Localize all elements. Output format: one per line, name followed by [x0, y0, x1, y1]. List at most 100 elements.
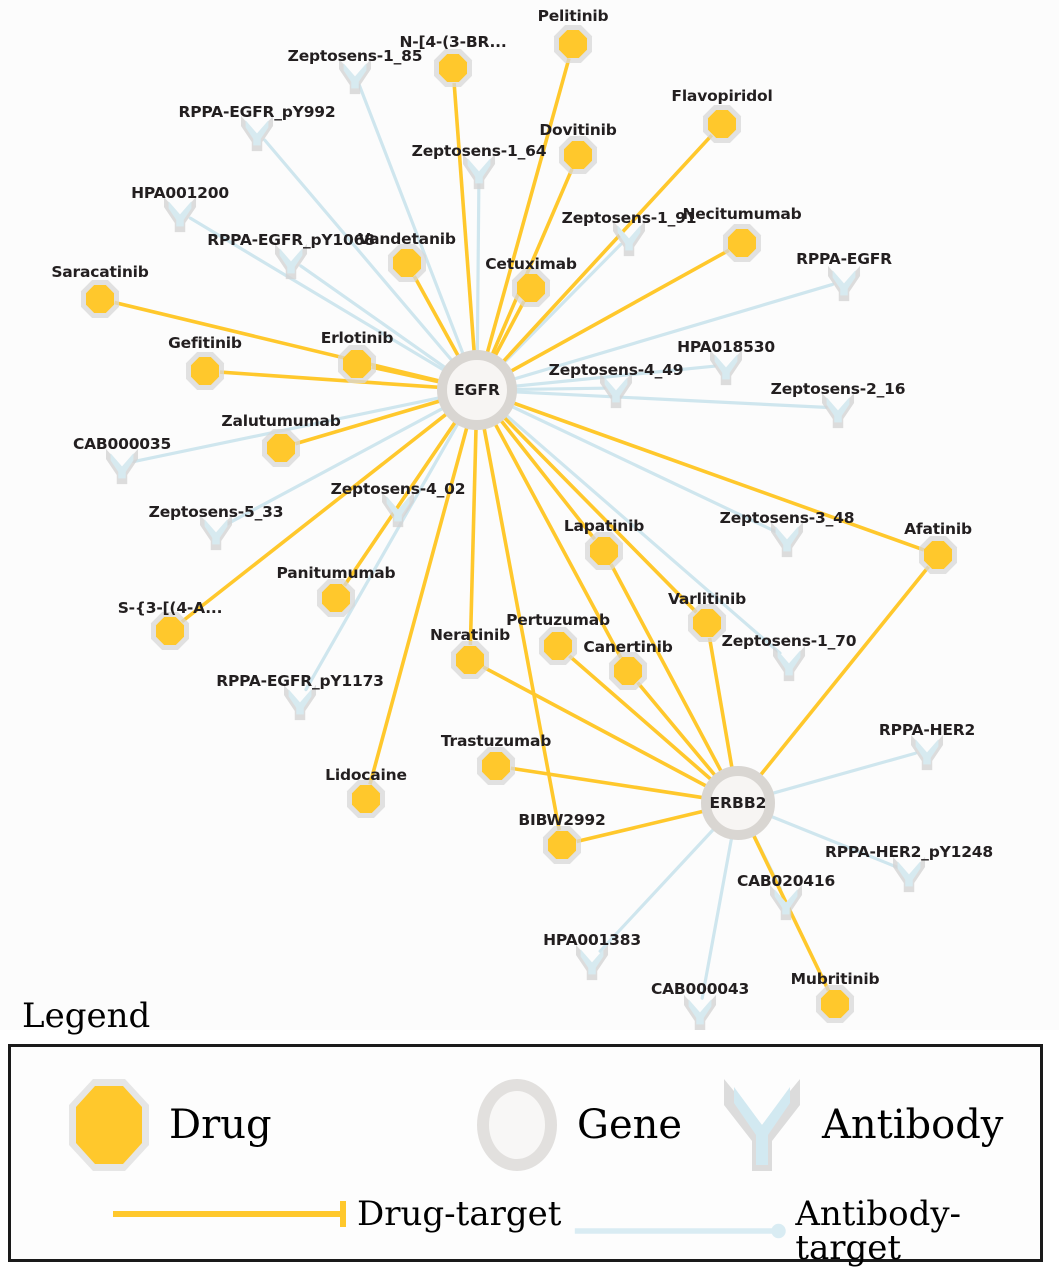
drug-node[interactable]: [821, 990, 849, 1018]
antibody-node[interactable]: [832, 270, 856, 296]
antibody-target-edge: [763, 751, 918, 798]
antibody-node[interactable]: [580, 949, 604, 975]
drug-target-edge: [294, 396, 450, 446]
drug-node[interactable]: [728, 229, 756, 257]
gene-ring-icon: [477, 1079, 557, 1171]
antibody-target-edge: [475, 179, 481, 361]
antibody-node[interactable]: [168, 201, 192, 227]
antibody-target-edge: [497, 242, 623, 370]
antibody-target-edge: [357, 83, 468, 363]
drug-node[interactable]: [924, 541, 952, 569]
drug-target-edge: [609, 563, 728, 781]
antibody-node[interactable]: [245, 120, 269, 146]
antibody-target-edge: [304, 415, 464, 692]
antibody-node[interactable]: [714, 354, 738, 380]
drug-target-edge: [752, 565, 930, 784]
antibody-target-edge: [506, 389, 828, 410]
antibody-target-edge: [700, 828, 735, 1000]
drug-target-edge: [480, 418, 562, 831]
drug-target-edge: [503, 398, 925, 552]
drug-node[interactable]: [482, 752, 510, 780]
antibody-node[interactable]: [617, 225, 641, 251]
antibody-target-edge: [506, 364, 716, 389]
antibody-node[interactable]: [110, 453, 134, 479]
legend-item-gene: Gene: [471, 1073, 682, 1177]
drug-node[interactable]: [191, 357, 219, 385]
antibody-node[interactable]: [343, 63, 367, 89]
legend-item-antibody: Antibody: [716, 1073, 1003, 1177]
drug-edges-layer: [114, 57, 930, 992]
antibody-node[interactable]: [688, 999, 712, 1025]
antibody-node[interactable]: [897, 861, 921, 887]
legend: Legend Drug Gene Antibody: [0, 996, 1059, 1280]
drug-node[interactable]: [564, 141, 592, 169]
antibody-v-icon: [724, 1079, 800, 1171]
antibody-node[interactable]: [774, 889, 798, 915]
gene-label-ERBB2: ERBB2: [709, 794, 767, 812]
drug-node[interactable]: [86, 285, 114, 313]
drug-node[interactable]: [156, 617, 184, 645]
antibody-target-edge: [503, 401, 778, 534]
drug-target-edge: [488, 300, 526, 366]
legend-label-antibody: Antibody: [822, 1102, 1004, 1148]
drug-node[interactable]: [267, 434, 295, 462]
drug-target-edge-icon: [113, 1201, 346, 1227]
antibody-node[interactable]: [604, 377, 628, 403]
network-graph-canvas[interactable]: Zeptosens-1_85 RPPA-EGFR_pY992 Zeptosens-1…: [0, 0, 1059, 1030]
drug-target-edge: [468, 418, 479, 646]
antibody-node[interactable]: [826, 397, 850, 423]
drug-target-edge: [114, 300, 450, 385]
drug-node[interactable]: [517, 274, 545, 302]
drug-target-edge: [496, 409, 698, 614]
drug-node[interactable]: [614, 657, 642, 685]
network-svg: [81, 25, 957, 1030]
drug-target-edge: [180, 406, 456, 624]
legend-box: Drug Gene Antibody Drug-target: [8, 1044, 1043, 1265]
antibody-node[interactable]: [386, 496, 410, 522]
drug-target-edge: [486, 168, 574, 365]
gene-node[interactable]: [437, 350, 517, 430]
gene-nodes-layer: [437, 350, 775, 840]
drug-target-edge: [452, 82, 477, 362]
antibody-node[interactable]: [279, 248, 303, 274]
legend-item-antibody-target: Antibody-target: [573, 1197, 1040, 1265]
drug-target-edge: [576, 807, 714, 844]
antibody-node[interactable]: [777, 650, 801, 676]
drug-target-edge: [342, 412, 463, 587]
antibody-node[interactable]: [915, 739, 939, 765]
drug-target-edge: [568, 654, 720, 788]
drug-target-edge: [371, 365, 450, 386]
drug-target-edge: [483, 57, 571, 363]
drug-target-edge: [482, 665, 716, 793]
antibody-target-edge: [263, 138, 459, 368]
drug-node[interactable]: [559, 30, 587, 58]
legend-label-drug: Drug: [169, 1102, 272, 1148]
antibody-target-edge: [498, 408, 782, 655]
drug-node[interactable]: [352, 785, 380, 813]
drug-node[interactable]: [456, 646, 484, 674]
drug-node[interactable]: [322, 584, 350, 612]
drug-octagon-icon: [69, 1079, 149, 1171]
gene-node[interactable]: [701, 766, 775, 840]
drug-node[interactable]: [343, 350, 371, 378]
drug-node[interactable]: [590, 537, 618, 565]
antibody-node[interactable]: [204, 519, 228, 545]
drug-target-edge: [489, 414, 623, 659]
drug-node[interactable]: [548, 831, 576, 859]
drug-node[interactable]: [708, 110, 736, 138]
legend-label-antibody-target: Antibody-target: [795, 1194, 962, 1268]
antibody-node[interactable]: [467, 158, 491, 184]
drug-target-edge: [510, 766, 713, 801]
drug-node[interactable]: [693, 609, 721, 637]
legend-item-drug: Drug: [63, 1073, 272, 1177]
antibody-node[interactable]: [775, 526, 799, 552]
drug-node[interactable]: [544, 632, 572, 660]
antibody-nodes-layer: [105, 58, 944, 1030]
antibody-node[interactable]: [288, 689, 312, 715]
drug-node[interactable]: [439, 54, 467, 82]
drug-target-edge: [495, 133, 714, 370]
drug-target-edge: [707, 637, 736, 778]
drug-node[interactable]: [393, 249, 421, 277]
antibody-target-edge: [506, 386, 606, 392]
drug-target-edge: [636, 681, 723, 785]
